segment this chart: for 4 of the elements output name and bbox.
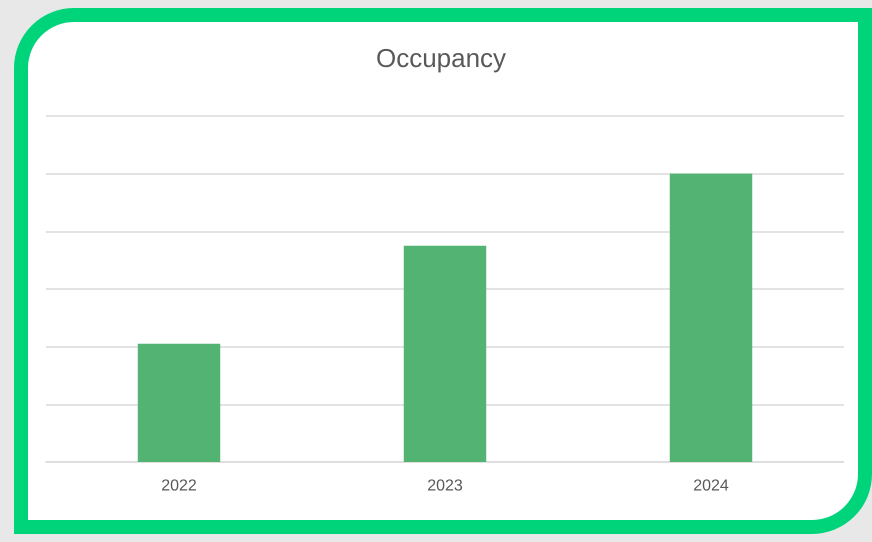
x-tick-label: 2022 — [161, 478, 197, 494]
chart-title: Occupancy — [376, 43, 506, 73]
x-tick-label: 2023 — [427, 478, 463, 494]
x-tick-label: 2024 — [693, 478, 729, 494]
